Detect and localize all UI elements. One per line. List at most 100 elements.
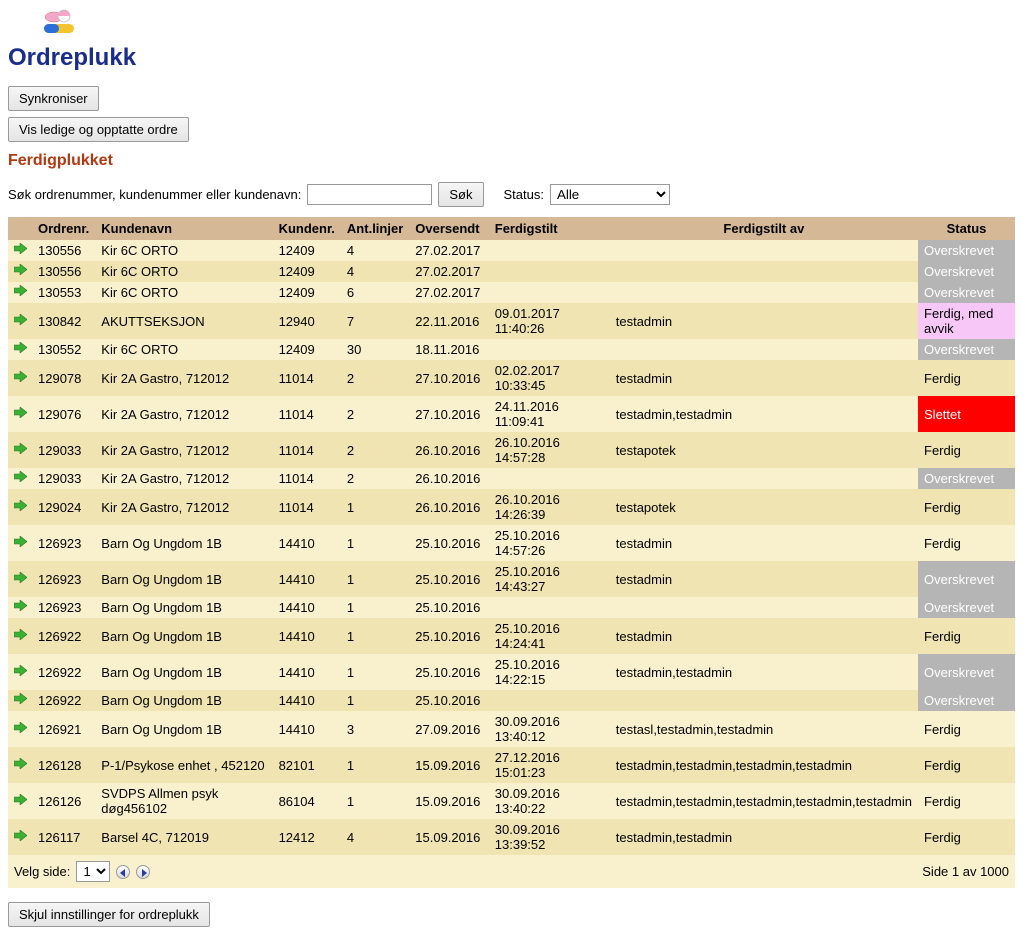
next-page-icon[interactable] [136,865,150,879]
cell-kundenr: 14410 [273,711,341,747]
cell-ferdigstilt [489,339,610,360]
cell-ferdigstilt: 25.10.2016 14:24:41 [489,618,610,654]
table-row[interactable]: 130553Kir 6C ORTO12409627.02.2017Overskr… [8,282,1015,303]
cell-status: Ferdig [918,618,1015,654]
cell-antlinjer: 6 [341,282,409,303]
page-select[interactable]: 1 [76,861,110,882]
cell-antlinjer: 7 [341,303,409,339]
cell-kundenavn: Kir 2A Gastro, 712012 [95,432,272,468]
cell-kundenavn: Kir 6C ORTO [95,240,272,261]
col-ordrenr[interactable]: Ordrenr. [32,217,95,240]
col-antlinjer[interactable]: Ant.linjer [341,217,409,240]
cell-antlinjer: 1 [341,489,409,525]
open-order-arrow-icon[interactable] [14,629,26,641]
open-order-arrow-icon[interactable] [14,722,26,734]
table-row[interactable]: 129033Kir 2A Gastro, 71201211014226.10.2… [8,432,1015,468]
search-input[interactable] [307,184,432,205]
table-row[interactable]: 126923Barn Og Ungdom 1B14410125.10.20162… [8,525,1015,561]
cell-status: Overskrevet [918,690,1015,711]
cell-oversendt: 25.10.2016 [409,690,489,711]
sync-button[interactable]: Synkroniser [8,86,99,111]
open-order-arrow-icon[interactable] [14,243,26,255]
cell-status: Ferdig [918,360,1015,396]
open-order-arrow-icon[interactable] [14,600,26,612]
open-order-arrow-icon[interactable] [14,830,26,842]
cell-ordrenr: 126923 [32,525,95,561]
open-order-arrow-icon[interactable] [14,665,26,677]
table-row[interactable]: 126922Barn Og Ungdom 1B14410125.10.2016O… [8,690,1015,711]
cell-antlinjer: 4 [341,240,409,261]
table-row[interactable]: 130552Kir 6C ORTO124093018.11.2016Oversk… [8,339,1015,360]
cell-ferdigstilt-av [610,282,918,303]
table-row[interactable]: 126126SVDPS Allmen psyk døg4561028610411… [8,783,1015,819]
status-filter-select[interactable]: Alle [550,184,670,205]
cell-ferdigstilt: 30.09.2016 13:40:22 [489,783,610,819]
open-order-arrow-icon[interactable] [14,758,26,770]
cell-oversendt: 25.10.2016 [409,597,489,618]
open-order-arrow-icon[interactable] [14,500,26,512]
col-kundenr[interactable]: Kundenr. [273,217,341,240]
cell-ordrenr: 126126 [32,783,95,819]
open-order-arrow-icon[interactable] [14,342,26,354]
table-row[interactable]: 126923Barn Og Ungdom 1B14410125.10.2016O… [8,597,1015,618]
cell-antlinjer: 30 [341,339,409,360]
cell-ferdigstilt [489,597,610,618]
table-row[interactable]: 126117Barsel 4C, 71201912412415.09.20163… [8,819,1015,855]
cell-ordrenr: 130556 [32,261,95,282]
table-header-row: Ordrenr. Kundenavn Kundenr. Ant.linjer O… [8,217,1015,240]
cell-status: Overskrevet [918,654,1015,690]
cell-ferdigstilt: 26.10.2016 14:26:39 [489,489,610,525]
col-ferdigstilt[interactable]: Ferdigstilt [489,217,610,240]
cell-ordrenr: 129033 [32,468,95,489]
table-row[interactable]: 129078Kir 2A Gastro, 71201211014227.10.2… [8,360,1015,396]
open-order-arrow-icon[interactable] [14,572,26,584]
open-order-arrow-icon[interactable] [14,314,26,326]
table-row[interactable]: 130842AKUTTSEKSJON12940722.11.201609.01.… [8,303,1015,339]
cell-kundenavn: Kir 2A Gastro, 712012 [95,360,272,396]
cell-kundenavn: Barn Og Ungdom 1B [95,618,272,654]
table-row[interactable]: 126128P-1/Psykose enhet , 45212082101115… [8,747,1015,783]
cell-ferdigstilt: 25.10.2016 14:22:15 [489,654,610,690]
table-row[interactable]: 130556Kir 6C ORTO12409427.02.2017Overskr… [8,261,1015,282]
cell-ferdigstilt [489,282,610,303]
search-button[interactable]: Søk [438,182,483,207]
table-row[interactable]: 126921Barn Og Ungdom 1B14410327.09.20163… [8,711,1015,747]
open-order-arrow-icon[interactable] [14,443,26,455]
table-row[interactable]: 129033Kir 2A Gastro, 71201211014226.10.2… [8,468,1015,489]
cell-oversendt: 25.10.2016 [409,654,489,690]
open-order-arrow-icon[interactable] [14,407,26,419]
cell-antlinjer: 1 [341,690,409,711]
table-row[interactable]: 126922Barn Og Ungdom 1B14410125.10.20162… [8,618,1015,654]
cell-oversendt: 25.10.2016 [409,561,489,597]
cell-ordrenr: 129033 [32,432,95,468]
open-order-arrow-icon[interactable] [14,693,26,705]
hide-settings-button[interactable]: Skjul innstillinger for ordreplukk [8,902,210,927]
cell-antlinjer: 1 [341,618,409,654]
cell-ordrenr: 126923 [32,597,95,618]
open-order-arrow-icon[interactable] [14,794,26,806]
open-order-arrow-icon[interactable] [14,536,26,548]
open-order-arrow-icon[interactable] [14,285,26,297]
pager-label: Velg side: [14,864,70,879]
prev-page-icon[interactable] [116,865,130,879]
table-row[interactable]: 130556Kir 6C ORTO12409427.02.2017Overskr… [8,240,1015,261]
toggle-orders-button[interactable]: Vis ledige og opptatte ordre [8,117,189,142]
cell-ordrenr: 129078 [32,360,95,396]
open-order-arrow-icon[interactable] [14,471,26,483]
cell-antlinjer: 1 [341,783,409,819]
col-status[interactable]: Status [918,217,1015,240]
cell-kundenavn: Kir 6C ORTO [95,282,272,303]
cell-ferdigstilt [489,240,610,261]
table-row[interactable]: 129076Kir 2A Gastro, 71201211014227.10.2… [8,396,1015,432]
table-row[interactable]: 129024Kir 2A Gastro, 71201211014126.10.2… [8,489,1015,525]
cell-oversendt: 15.09.2016 [409,747,489,783]
col-kundenavn[interactable]: Kundenavn [95,217,272,240]
cell-oversendt: 27.10.2016 [409,360,489,396]
col-ferdigstilt-av[interactable]: Ferdigstilt av [610,217,918,240]
table-row[interactable]: 126922Barn Og Ungdom 1B14410125.10.20162… [8,654,1015,690]
open-order-arrow-icon[interactable] [14,264,26,276]
open-order-arrow-icon[interactable] [14,371,26,383]
col-oversendt[interactable]: Oversendt [409,217,489,240]
cell-ferdigstilt-av: testadmin,testadmin,testadmin,testadmin [610,747,918,783]
table-row[interactable]: 126923Barn Og Ungdom 1B14410125.10.20162… [8,561,1015,597]
